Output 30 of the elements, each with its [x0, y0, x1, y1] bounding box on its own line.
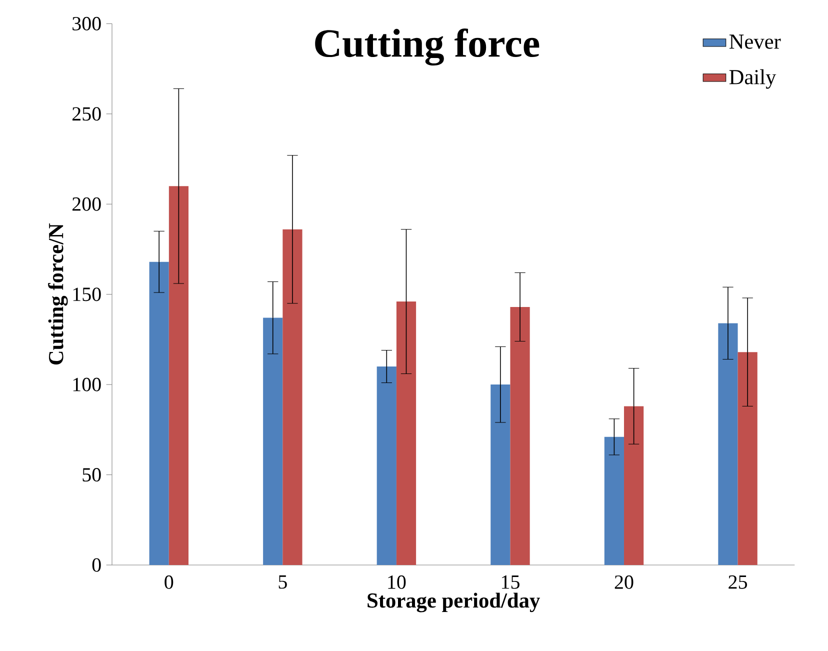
chart-title: Cutting force	[315, 28, 540, 66]
bar	[510, 306, 530, 565]
bar	[718, 323, 738, 565]
legend-label: Never	[729, 34, 781, 49]
x-tick-label: 15	[502, 575, 520, 589]
bar	[282, 229, 302, 565]
bar	[376, 366, 396, 565]
bar	[490, 384, 510, 565]
bar	[396, 302, 416, 565]
bar	[624, 406, 644, 565]
legend-label: Daily	[729, 69, 776, 89]
x-tick-label: 5	[278, 575, 287, 589]
y-tick-label: 50	[82, 468, 101, 482]
y-tick-label: 300	[72, 16, 101, 30]
bar	[263, 318, 283, 565]
x-tick-label: 20	[614, 575, 634, 589]
bar	[738, 352, 758, 565]
y-axis-title: Cutting force/N	[48, 223, 68, 364]
x-tick-label: 25	[728, 575, 748, 589]
y-tick-label: 200	[72, 197, 101, 211]
x-tick-label: 0	[164, 575, 174, 589]
y-tick-label: 0	[92, 558, 101, 572]
bar	[149, 262, 169, 565]
x-axis-title: Storage period/day	[368, 592, 540, 612]
bar	[168, 186, 188, 565]
x-tick-label: 10	[388, 575, 406, 589]
y-tick-label: 150	[73, 288, 101, 302]
bar	[604, 436, 624, 565]
y-tick-label: 250	[72, 107, 101, 121]
y-tick-label: 100	[73, 378, 101, 392]
